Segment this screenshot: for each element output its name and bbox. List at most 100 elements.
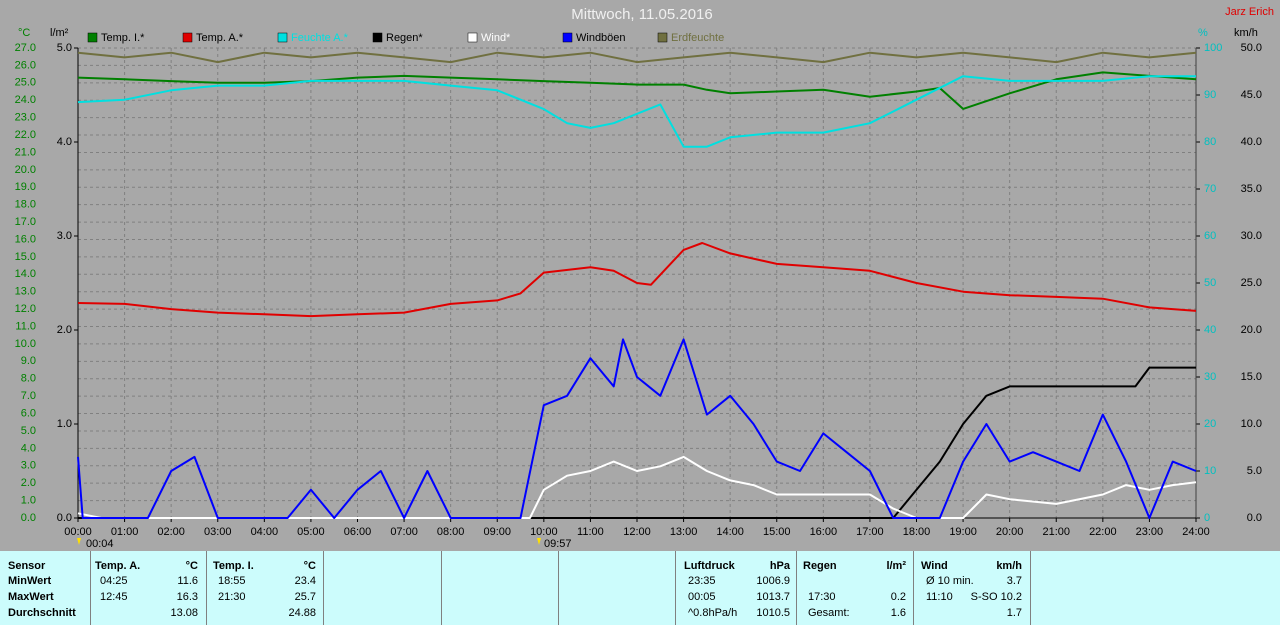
stats-cell: 00:05 <box>688 591 716 603</box>
stats-cell: Sensor <box>8 560 46 572</box>
separator <box>441 551 442 625</box>
x-tick-label: 07:00 <box>390 526 418 538</box>
series-line <box>77 242 1197 318</box>
stats-cell: MaxWert <box>8 591 54 603</box>
chart: Mittwoch, 11.05.2016 Jarz Erich °C l/m² … <box>15 6 1274 550</box>
legend-label: Windböen <box>576 32 626 44</box>
y-tick-label: 25.0 <box>15 77 36 89</box>
y-tick-label: 19.0 <box>15 181 36 193</box>
separator <box>1030 551 1031 625</box>
x-tick-label: 16:00 <box>810 526 838 538</box>
y-tick-label: 14.0 <box>15 268 36 280</box>
stats-cell: 0.2 <box>890 591 906 603</box>
y-tick-label: 4.0 <box>21 442 36 454</box>
x-tick-label: 03:00 <box>204 526 232 538</box>
stats-cell: 16.3 <box>176 591 198 603</box>
y3-tick-label: 30 <box>1204 371 1216 383</box>
stats-cell: °C <box>185 560 198 572</box>
stats-cell: 23:35 <box>688 575 716 587</box>
x-tick-label: 08:00 <box>437 526 465 538</box>
x-tick-label: 19:00 <box>949 526 977 538</box>
x-tick-label: 00:00 <box>64 526 92 538</box>
x-tick-label: 12:00 <box>623 526 651 538</box>
y4-tick-label: 45.0 <box>1241 89 1262 101</box>
stats-cell: km/h <box>996 560 1022 572</box>
y4-tick-label: 20.0 <box>1241 324 1262 336</box>
y4-tick-label: 50.0 <box>1241 42 1262 54</box>
stats-cell: 3.7 <box>1006 575 1022 587</box>
author: Jarz Erich <box>1225 6 1274 18</box>
y-tick-label: 23.0 <box>15 112 36 124</box>
x-tick-label: 13:00 <box>670 526 698 538</box>
stats-cell: 24.88 <box>288 607 316 619</box>
annotation: 00:04 <box>86 538 114 550</box>
annotation: 09:57 <box>544 538 572 550</box>
stats-cell: MinWert <box>8 575 52 587</box>
x-tick-label: 06:00 <box>344 526 372 538</box>
y2-tick-label: 4.0 <box>57 136 72 148</box>
y4-tick-label: 25.0 <box>1241 277 1262 289</box>
stats-cell: 12:45 <box>100 591 128 603</box>
y-tick-label: 3.0 <box>21 460 36 472</box>
stats-cell: 11.6 <box>177 575 198 587</box>
separator <box>796 551 797 625</box>
stats-panel: Sensor Temp. A. °C Temp. I. °C Luftdruck hPa Re… <box>0 551 1280 625</box>
y-tick-label: 24.0 <box>15 94 36 106</box>
y-tick-label: 0.0 <box>21 512 36 524</box>
separator <box>558 551 559 625</box>
stats-cell: 1013.7 <box>756 591 790 603</box>
stats-cell: Gesamt: <box>808 607 850 619</box>
x-tick-label: 09:00 <box>483 526 511 538</box>
x-tick-label: 21:00 <box>1042 526 1070 538</box>
y-tick-label: 1.0 <box>21 494 36 506</box>
x-tick-label: 05:00 <box>297 526 325 538</box>
legend-swatch <box>657 32 668 43</box>
legend-label: Regen* <box>386 32 423 44</box>
y3-tick-label: 70 <box>1204 183 1216 195</box>
separator <box>206 551 207 625</box>
y-tick-label: 5.0 <box>21 425 36 437</box>
stats-cell: 23.4 <box>294 575 316 587</box>
y4-tick-label: 35.0 <box>1241 183 1262 195</box>
x-tick-label: 02:00 <box>157 526 185 538</box>
y-tick-label: 26.0 <box>15 59 36 71</box>
y-axis-label: °C <box>18 27 30 39</box>
stats-cell: hPa <box>769 560 790 572</box>
y3-tick-label: 100 <box>1204 42 1222 54</box>
y3-tick-label: 0 <box>1204 512 1210 524</box>
legend-swatch <box>562 32 573 43</box>
y-tick-label: 22.0 <box>15 129 36 141</box>
y4-tick-label: 10.0 <box>1241 418 1262 430</box>
legend-label: Erdfeuchte <box>671 32 724 44</box>
x-tick-label: 23:00 <box>1136 526 1164 538</box>
y4-tick-label: 15.0 <box>1241 371 1262 383</box>
x-tick-label: 24:00 <box>1182 526 1210 538</box>
y-tick-label: 17.0 <box>15 216 36 228</box>
marker-icon <box>537 538 541 545</box>
y3-tick-label: 50 <box>1204 277 1216 289</box>
y2-tick-label: 5.0 <box>57 42 72 54</box>
legend-swatch <box>87 32 98 43</box>
series-line <box>77 71 1197 110</box>
stats-cell: Luftdruck <box>684 560 735 572</box>
y2-axis-label: l/m² <box>50 27 69 39</box>
separator <box>913 551 914 625</box>
legend-swatch <box>467 32 478 43</box>
y-tick-label: 11.0 <box>15 320 36 332</box>
separator <box>90 551 91 625</box>
y-tick-label: 12.0 <box>15 303 36 315</box>
marker-icon <box>77 538 81 545</box>
x-tick-label: 15:00 <box>763 526 791 538</box>
legend-swatch <box>182 32 193 43</box>
y3-tick-label: 90 <box>1204 89 1216 101</box>
stats-cell: 1010.5 <box>756 607 790 619</box>
y4-tick-label: 40.0 <box>1241 136 1262 148</box>
stats-cell: Durchschnitt <box>8 607 76 619</box>
y4-tick-label: 30.0 <box>1241 230 1262 242</box>
y-tick-label: 9.0 <box>21 355 36 367</box>
y4-tick-label: 5.0 <box>1247 465 1262 477</box>
y-tick-label: 15.0 <box>15 251 36 263</box>
y2-tick-label: 3.0 <box>57 230 72 242</box>
y-tick-label: 21.0 <box>15 146 36 158</box>
